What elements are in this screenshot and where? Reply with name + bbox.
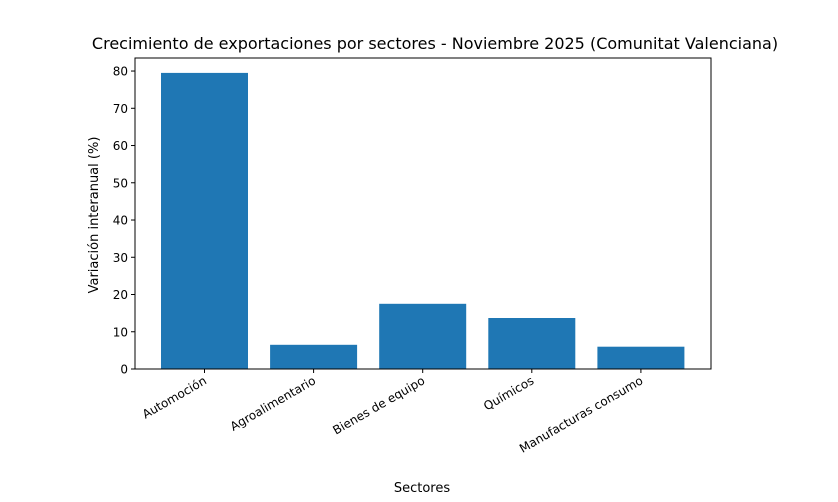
y-tick-label: 10 (113, 325, 128, 339)
x-tick-label: Agroalimentario (228, 373, 318, 433)
x-tick-label: Manufacturas consumo (517, 373, 645, 455)
plot-area: Automoción Agroalimentario Bienes de equip… (113, 57, 712, 456)
y-axis-label: Variación interanual (%) (87, 137, 102, 294)
y-tick-label: 70 (113, 102, 128, 116)
y-tick-label: 0 (120, 363, 128, 377)
bar-3 (488, 318, 576, 369)
bar-1 (270, 344, 358, 369)
y-tick-label: 40 (113, 214, 128, 228)
bar-2 (379, 303, 467, 369)
y-tick-label: 60 (113, 139, 128, 153)
bar-0 (161, 72, 248, 370)
x-tick-label: Químicos (481, 373, 536, 413)
y-tick-label: 50 (113, 176, 128, 190)
axes-frame (134, 57, 712, 370)
x-axis-label: Sectores (394, 481, 451, 496)
y-tick-label: 80 (113, 65, 128, 79)
x-tick-label: Automoción (140, 373, 209, 421)
y-tick-label: 20 (113, 288, 128, 302)
chart-title: Crecimiento de exportaciones por sectore… (92, 34, 778, 53)
bar-4 (597, 346, 685, 369)
y-tick-label: 30 (113, 251, 128, 265)
x-tick-label: Bienes de equipo (330, 373, 427, 437)
